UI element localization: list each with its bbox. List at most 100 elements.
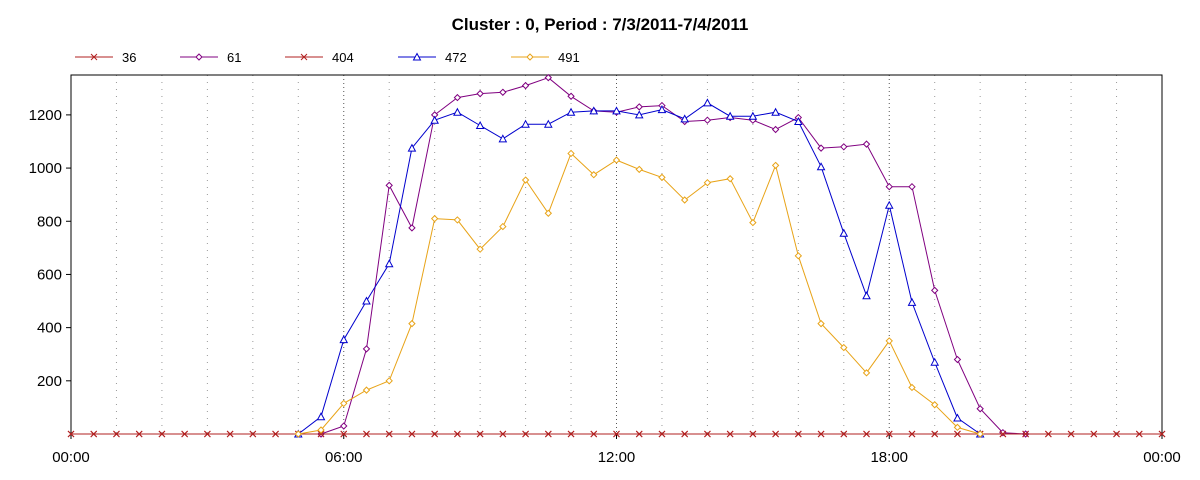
point-61-6 xyxy=(453,93,462,102)
point-491-26 xyxy=(885,337,893,345)
point-491-7 xyxy=(453,216,462,224)
point-491-24 xyxy=(840,343,848,352)
point-61-20 xyxy=(771,125,780,134)
point-404-39 xyxy=(954,430,961,438)
legend-item-404: 404 xyxy=(285,50,354,65)
point-61-25 xyxy=(885,182,893,191)
point-472-15 xyxy=(634,110,644,119)
point-61-27 xyxy=(931,286,939,295)
legend-marker-36 xyxy=(90,53,98,61)
point-404-23 xyxy=(590,430,598,438)
point-491-8 xyxy=(476,245,484,253)
point-472-3 xyxy=(362,296,371,305)
point-472-21 xyxy=(771,107,780,116)
point-404-16 xyxy=(431,430,439,438)
x-tick-label-2: 12:00 xyxy=(598,449,636,466)
point-491-15 xyxy=(635,165,643,174)
point-61-28 xyxy=(953,355,962,364)
point-472-6 xyxy=(430,115,440,124)
point-491-3 xyxy=(362,386,371,394)
point-404-46 xyxy=(1113,430,1120,438)
point-472-10 xyxy=(521,119,530,128)
series-line-472 xyxy=(297,102,981,435)
point-491-25 xyxy=(862,369,871,377)
point-491-10 xyxy=(521,176,530,184)
legend-item-491: 491 xyxy=(511,50,580,65)
point-404-36 xyxy=(885,430,893,438)
point-61-8 xyxy=(499,88,507,96)
point-491-19 xyxy=(726,175,734,183)
x-tick-label-4: 00:00 xyxy=(1143,449,1181,466)
point-491-21 xyxy=(771,161,780,170)
point-61-24 xyxy=(862,140,871,148)
point-61-10 xyxy=(544,73,553,82)
legend-item-61: 61 xyxy=(180,50,241,65)
series-491 xyxy=(294,149,984,438)
point-491-23 xyxy=(817,319,825,328)
y-tick-label-800: 800 xyxy=(37,213,62,230)
point-404-2 xyxy=(113,430,120,438)
point-472-24 xyxy=(839,228,849,237)
legend-label-404: 404 xyxy=(332,50,354,65)
point-404-35 xyxy=(863,430,870,438)
tick-labels: 200 400 600 800 1000 1200 00:00 06:00 12:00 18:00… xyxy=(29,107,1181,466)
point-472-29 xyxy=(953,413,962,422)
point-491-27 xyxy=(908,383,916,392)
point-404-15 xyxy=(408,430,416,438)
series-61 xyxy=(317,73,1030,438)
point-404-29 xyxy=(726,430,734,438)
point-61-23 xyxy=(840,143,848,151)
point-491-17 xyxy=(680,196,689,204)
point-472-9 xyxy=(498,134,508,143)
point-472-19 xyxy=(725,111,735,120)
point-404-37 xyxy=(908,430,916,438)
point-472-16 xyxy=(657,105,667,114)
point-61-26 xyxy=(908,182,916,191)
point-61-29 xyxy=(976,405,984,413)
point-472-4 xyxy=(384,259,394,268)
point-491-5 xyxy=(408,319,416,328)
series-472 xyxy=(293,98,985,438)
point-491-6 xyxy=(430,214,439,223)
point-404-43 xyxy=(1044,430,1052,438)
point-472-14 xyxy=(612,106,621,115)
point-61-2 xyxy=(362,345,371,353)
point-404-5 xyxy=(181,430,188,438)
point-472-28 xyxy=(930,357,940,366)
point-491-14 xyxy=(612,156,621,164)
point-404-45 xyxy=(1090,430,1098,438)
point-61-7 xyxy=(476,89,484,98)
legend: 36 61 404 472 491 xyxy=(75,50,580,65)
point-61-17 xyxy=(703,116,712,124)
point-491-13 xyxy=(590,171,598,179)
point-472-5 xyxy=(407,143,417,152)
point-491-22 xyxy=(794,252,803,260)
legend-label-472: 472 xyxy=(445,50,467,65)
point-491-28 xyxy=(931,401,939,409)
point-404-27 xyxy=(681,430,689,438)
point-404-33 xyxy=(817,430,825,438)
legend-marker-404 xyxy=(300,53,308,61)
point-472-11 xyxy=(543,119,553,128)
point-404-22 xyxy=(567,430,575,438)
point-491-4 xyxy=(385,377,393,385)
legend-marker-491 xyxy=(526,53,534,61)
point-404-19 xyxy=(499,430,507,438)
x-tick-label-3: 18:00 xyxy=(870,449,908,466)
point-404-1 xyxy=(90,430,98,438)
point-404-41 xyxy=(999,430,1007,438)
point-472-20 xyxy=(748,111,758,120)
point-404-20 xyxy=(522,430,529,438)
point-472-7 xyxy=(453,107,462,116)
point-491-20 xyxy=(749,218,757,227)
point-404-42 xyxy=(1022,430,1029,438)
point-404-47 xyxy=(1135,430,1143,438)
point-61-22 xyxy=(817,144,825,152)
point-404-0 xyxy=(67,430,75,438)
point-491-0 xyxy=(294,430,302,438)
point-472-22 xyxy=(793,116,803,126)
point-404-6 xyxy=(204,430,211,438)
point-491-18 xyxy=(703,178,712,187)
point-491-11 xyxy=(544,209,553,217)
